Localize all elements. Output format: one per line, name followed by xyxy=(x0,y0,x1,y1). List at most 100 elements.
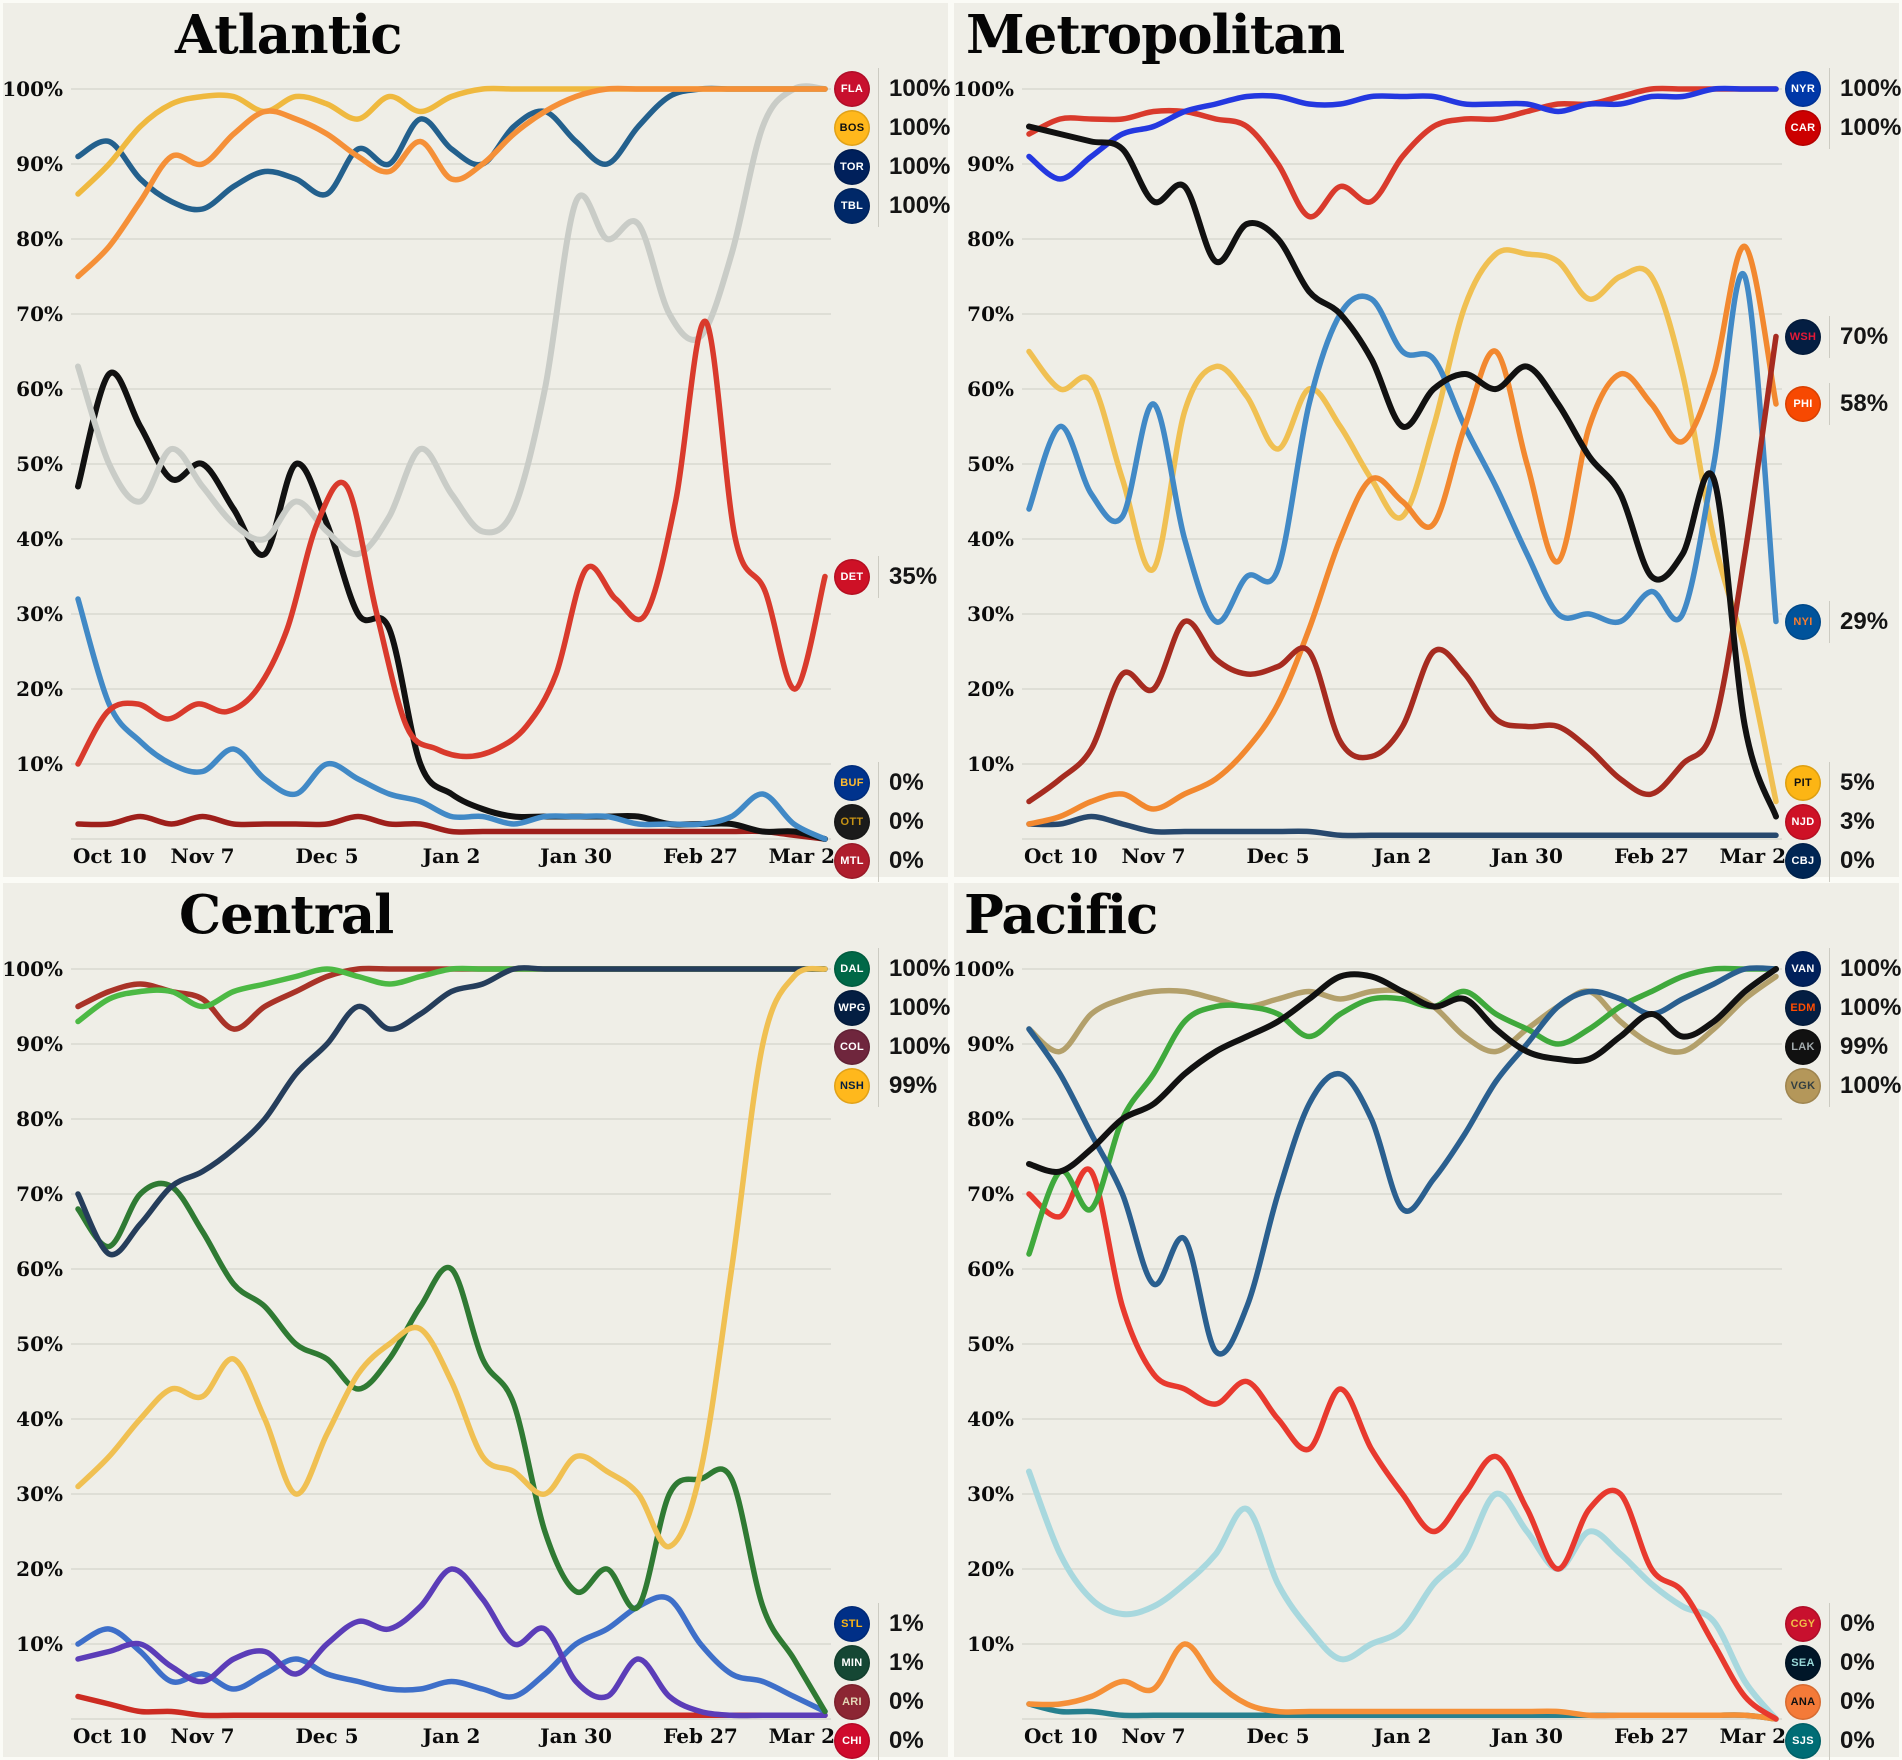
series-line-minnesota-wild xyxy=(75,1180,828,1715)
y-tick-label: 20% xyxy=(16,677,63,701)
x-tick-label: Jan 30 xyxy=(1489,844,1563,868)
y-tick-label: 30% xyxy=(16,1482,63,1506)
x-tick-label: Jan 30 xyxy=(538,844,612,868)
y-tick-label: 70% xyxy=(967,1182,1014,1206)
series-line-toronto-maple-leafs xyxy=(75,85,828,213)
y-tick-label: 90% xyxy=(16,1032,63,1056)
x-tick-label: Nov 7 xyxy=(170,1724,234,1748)
chart-panel-central: Central 100% 90% 80% 70% 60% 50% 40% 30% 20% 10% O… xyxy=(3,883,950,1760)
series-line-los-angeles-kings xyxy=(1026,966,1779,1175)
x-tick-label: Mar 26 xyxy=(769,844,849,868)
y-tick-label: 10% xyxy=(16,1632,63,1656)
series-line-st-louis-blues xyxy=(75,1594,828,1715)
x-tick-label: Mar 26 xyxy=(1720,1724,1800,1748)
series-line-edmonton-oilers xyxy=(1026,965,1779,1357)
series-line-calgary-flames xyxy=(1026,1166,1779,1722)
series-line-detroit-red-wings xyxy=(75,318,828,767)
x-tick-label: Nov 7 xyxy=(1121,844,1185,868)
y-tick-label: 20% xyxy=(967,677,1014,701)
y-tick-label: 80% xyxy=(967,227,1014,251)
y-tick-label: 60% xyxy=(16,1257,63,1281)
x-tick-label: Oct 10 xyxy=(1024,1724,1098,1748)
y-tick-label: 40% xyxy=(16,527,63,551)
y-tick-label: 70% xyxy=(967,302,1014,326)
line-plot-atlantic: 100% 90% 80% 70% 60% 50% 40% 30% 20% 10% Oct 10 Nov… xyxy=(3,77,849,868)
series-line-nashville-predators xyxy=(75,965,828,1550)
series-line-carolina-hurricanes xyxy=(1026,85,1779,220)
line-plot-pacific: 100% 90% 80% 70% 60% 50% 40% 30% 20% 10% Oct 10 Nov… xyxy=(954,957,1800,1748)
series-line-tampa-bay-lightning xyxy=(75,83,828,558)
x-tick-label: Jan 2 xyxy=(1372,1724,1432,1748)
x-tick-label: Nov 7 xyxy=(1121,1724,1185,1748)
x-tick-label: Jan 2 xyxy=(421,844,481,868)
series-line-arizona-coyotes xyxy=(75,1566,828,1719)
y-tick-label: 60% xyxy=(967,1257,1014,1281)
y-tick-label: 40% xyxy=(16,1407,63,1431)
series-line-philadelphia-flyers xyxy=(1026,243,1779,827)
series-line-montreal-canadiens xyxy=(75,813,828,842)
x-tick-label: Feb 27 xyxy=(1614,1724,1689,1748)
y-tick-label: 80% xyxy=(16,1107,63,1131)
y-tick-label: 10% xyxy=(967,752,1014,776)
series-line-anaheim-ducks xyxy=(1026,1641,1779,1722)
x-tick-label: Feb 27 xyxy=(663,1724,738,1748)
x-tick-label: Jan 2 xyxy=(421,1724,481,1748)
x-tick-label: Dec 5 xyxy=(295,1724,358,1748)
x-tick-label: Jan 30 xyxy=(538,1724,612,1748)
y-tick-label: 80% xyxy=(16,227,63,251)
series-line-washington-capitals xyxy=(1026,333,1779,805)
x-tick-label: Oct 10 xyxy=(73,1724,147,1748)
y-tick-label: 40% xyxy=(967,527,1014,551)
series-line-vancouver-canucks xyxy=(1026,965,1779,1257)
series-line-winnipeg-jets xyxy=(75,965,828,1258)
chart-title-atlantic: Atlantic xyxy=(175,4,403,66)
y-tick-label: 50% xyxy=(967,1332,1014,1356)
y-tick-label: 50% xyxy=(16,1332,63,1356)
chart-title-metropolitan: Metropolitan xyxy=(966,4,1345,66)
x-tick-label: Dec 5 xyxy=(295,844,358,868)
y-tick-label: 60% xyxy=(16,377,63,401)
y-tick-label: 100% xyxy=(3,957,63,981)
line-plot-metropolitan: 100% 90% 80% 70% 60% 50% 40% 30% 20% 10% Oct 10 Nov… xyxy=(954,77,1800,868)
x-tick-label: Feb 27 xyxy=(1614,844,1689,868)
x-tick-label: Jan 30 xyxy=(1489,1724,1563,1748)
y-tick-label: 100% xyxy=(954,957,1014,981)
series-line-florida-panthers xyxy=(75,85,828,280)
y-tick-label: 100% xyxy=(954,77,1014,101)
x-tick-label: Mar 26 xyxy=(1720,844,1800,868)
series-line-new-york-rangers xyxy=(1026,85,1779,182)
y-tick-label: 30% xyxy=(967,1482,1014,1506)
x-tick-label: Dec 5 xyxy=(1246,1724,1309,1748)
chart-panel-pacific: Pacific 100% 90% 80% 70% 60% 50% 40% 30% 20% 10% O… xyxy=(954,883,1901,1760)
y-tick-label: 40% xyxy=(967,1407,1014,1431)
y-tick-label: 50% xyxy=(967,452,1014,476)
y-tick-label: 10% xyxy=(16,752,63,776)
x-tick-label: Mar 26 xyxy=(769,1724,849,1748)
y-tick-label: 80% xyxy=(967,1107,1014,1131)
chart-panel-metropolitan: Metropolitan 100% 90% 80% 70% 60% 50% 40% 30% 20… xyxy=(954,3,1901,882)
y-tick-label: 30% xyxy=(967,602,1014,626)
y-tick-label: 50% xyxy=(16,452,63,476)
y-tick-label: 90% xyxy=(16,152,63,176)
series-line-columbus-blue-jackets xyxy=(1026,813,1779,839)
x-tick-label: Jan 2 xyxy=(1372,844,1432,868)
x-tick-label: Oct 10 xyxy=(73,844,147,868)
y-tick-label: 20% xyxy=(967,1557,1014,1581)
x-tick-label: Oct 10 xyxy=(1024,844,1098,868)
y-tick-label: 100% xyxy=(3,77,63,101)
series-line-new-jersey-devils xyxy=(1026,123,1779,820)
chart-title-central: Central xyxy=(179,884,394,946)
y-tick-label: 90% xyxy=(967,152,1014,176)
series-line-seattle-kraken xyxy=(1026,1468,1779,1722)
x-tick-label: Nov 7 xyxy=(170,844,234,868)
y-tick-label: 70% xyxy=(16,302,63,326)
series-line-pittsburgh-penguins xyxy=(1026,247,1779,805)
chart-panel-atlantic: Atlantic 100% 90% 80% 70% 60% 50% 40% 30% 20% 10%… xyxy=(3,3,950,882)
y-tick-label: 20% xyxy=(16,1557,63,1581)
x-tick-label: Dec 5 xyxy=(1246,844,1309,868)
series-line-buffalo-sabres xyxy=(75,596,828,842)
series-line-new-york-islanders xyxy=(1026,270,1779,626)
y-tick-label: 90% xyxy=(967,1032,1014,1056)
series-line-chicago-blackhawks xyxy=(75,1693,828,1719)
